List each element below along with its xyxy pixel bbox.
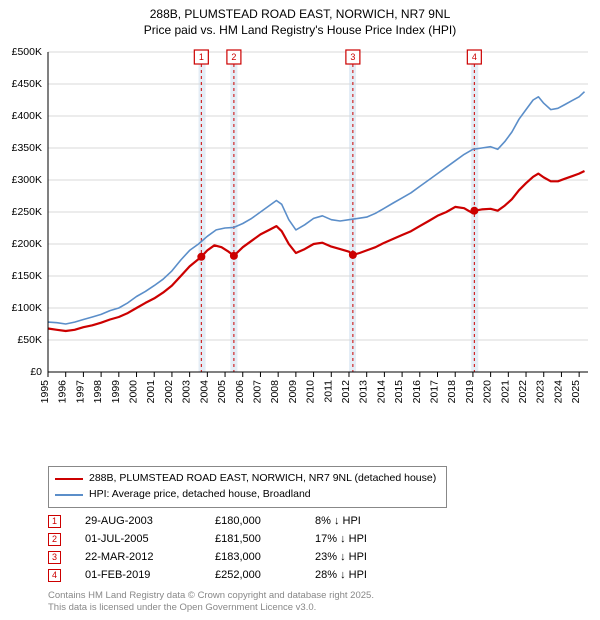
sales-diff: 8% ↓ HPI [315, 515, 425, 527]
svg-text:£0: £0 [30, 366, 42, 378]
svg-text:2013: 2013 [358, 380, 370, 404]
title-line-2: Price paid vs. HM Land Registry's House … [0, 22, 600, 38]
svg-text:£500K: £500K [12, 46, 42, 58]
chart-svg: £0 £50K £100K £150K £200K £250K £300K £350K £400… [0, 42, 600, 422]
svg-text:2007: 2007 [251, 380, 263, 404]
sales-row: 3 22-MAR-2012£183,00023% ↓ HPI [48, 548, 425, 566]
sales-price: £180,000 [215, 515, 315, 527]
svg-text:2012: 2012 [340, 380, 352, 404]
svg-text:1999: 1999 [110, 380, 122, 404]
title-line-1: 288B, PLUMSTEAD ROAD EAST, NORWICH, NR7 … [0, 6, 600, 22]
sales-diff: 17% ↓ HPI [315, 533, 425, 545]
svg-text:2000: 2000 [128, 380, 140, 404]
svg-text:2: 2 [231, 52, 236, 62]
svg-text:1996: 1996 [57, 380, 69, 404]
svg-text:2009: 2009 [287, 380, 299, 404]
chart-container: 288B, PLUMSTEAD ROAD EAST, NORWICH, NR7 … [0, 0, 600, 620]
svg-text:£400K: £400K [12, 110, 42, 122]
svg-text:3: 3 [350, 52, 355, 62]
footer-line-1: Contains HM Land Registry data © Crown c… [48, 590, 374, 602]
svg-text:2014: 2014 [375, 380, 387, 404]
sales-row: 1 29-AUG-2003£180,0008% ↓ HPI [48, 512, 425, 530]
sales-price: £183,000 [215, 551, 315, 563]
sales-date: 22-MAR-2012 [85, 551, 215, 563]
footer-line-2: This data is licensed under the Open Gov… [48, 602, 374, 614]
sales-date: 01-FEB-2019 [85, 569, 215, 581]
sales-marker: 4 [48, 569, 61, 582]
svg-text:1: 1 [199, 52, 204, 62]
footer-attribution: Contains HM Land Registry data © Crown c… [48, 590, 374, 614]
svg-text:2001: 2001 [145, 380, 157, 404]
svg-text:£50K: £50K [17, 334, 42, 346]
svg-text:1995: 1995 [39, 380, 51, 404]
svg-text:2004: 2004 [198, 380, 210, 404]
svg-text:2002: 2002 [163, 380, 175, 404]
legend-label: 288B, PLUMSTEAD ROAD EAST, NORWICH, NR7 … [89, 471, 436, 487]
svg-text:£250K: £250K [12, 206, 42, 218]
svg-text:£300K: £300K [12, 174, 42, 186]
sales-price: £252,000 [215, 569, 315, 581]
svg-text:4: 4 [472, 52, 477, 62]
legend-swatch [55, 478, 83, 480]
svg-text:2016: 2016 [411, 380, 423, 404]
legend-label: HPI: Average price, detached house, Broa… [89, 487, 311, 503]
sales-row: 2 01-JUL-2005£181,50017% ↓ HPI [48, 530, 425, 548]
svg-text:2025: 2025 [570, 380, 582, 404]
svg-text:2024: 2024 [552, 380, 564, 404]
sales-row: 4 01-FEB-2019£252,00028% ↓ HPI [48, 566, 425, 584]
svg-text:2017: 2017 [429, 380, 441, 404]
sales-diff: 28% ↓ HPI [315, 569, 425, 581]
title-block: 288B, PLUMSTEAD ROAD EAST, NORWICH, NR7 … [0, 0, 600, 38]
svg-text:£200K: £200K [12, 238, 42, 250]
sales-marker: 2 [48, 533, 61, 546]
sales-diff: 23% ↓ HPI [315, 551, 425, 563]
sales-date: 01-JUL-2005 [85, 533, 215, 545]
legend-item: 288B, PLUMSTEAD ROAD EAST, NORWICH, NR7 … [55, 471, 436, 487]
sales-marker: 3 [48, 551, 61, 564]
svg-text:2021: 2021 [499, 380, 511, 404]
svg-text:1997: 1997 [74, 380, 86, 404]
svg-text:2011: 2011 [322, 380, 334, 403]
svg-text:2019: 2019 [464, 380, 476, 404]
legend: 288B, PLUMSTEAD ROAD EAST, NORWICH, NR7 … [48, 466, 447, 508]
legend-swatch [55, 494, 83, 496]
svg-text:£100K: £100K [12, 302, 42, 314]
svg-text:£450K: £450K [12, 78, 42, 90]
svg-text:2005: 2005 [216, 380, 228, 404]
chart-area: £0 £50K £100K £150K £200K £250K £300K £350K £400… [0, 42, 600, 422]
svg-text:2022: 2022 [517, 380, 529, 404]
svg-text:1998: 1998 [92, 380, 104, 404]
legend-item: HPI: Average price, detached house, Broa… [55, 487, 436, 503]
svg-text:2003: 2003 [181, 380, 193, 404]
svg-text:2018: 2018 [446, 380, 458, 404]
sales-date: 29-AUG-2003 [85, 515, 215, 527]
sales-table: 1 29-AUG-2003£180,0008% ↓ HPI 2 01-JUL-2005… [48, 512, 425, 584]
svg-text:2006: 2006 [234, 380, 246, 404]
svg-text:2015: 2015 [393, 380, 405, 404]
svg-text:2020: 2020 [482, 380, 494, 404]
sales-price: £181,500 [215, 533, 315, 545]
svg-text:£350K: £350K [12, 142, 42, 154]
svg-text:2008: 2008 [269, 380, 281, 404]
svg-text:2023: 2023 [535, 380, 547, 404]
svg-text:2010: 2010 [305, 380, 317, 404]
svg-text:£150K: £150K [12, 270, 42, 282]
sales-marker: 1 [48, 515, 61, 528]
